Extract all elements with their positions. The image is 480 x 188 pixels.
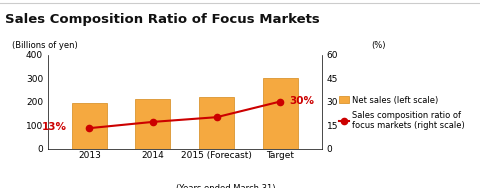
Bar — [72, 103, 107, 149]
Bar — [199, 97, 234, 149]
Bar — [135, 99, 170, 149]
Text: (Years ended March 31): (Years ended March 31) — [176, 184, 276, 188]
Text: (%): (%) — [371, 41, 385, 50]
Text: Sales Composition Ratio of Focus Markets: Sales Composition Ratio of Focus Markets — [5, 13, 320, 26]
Bar — [263, 78, 298, 149]
Legend: Net sales (left scale), Sales composition ratio of
focus markets (right scale): Net sales (left scale), Sales compositio… — [336, 92, 468, 133]
Text: 30%: 30% — [290, 96, 315, 106]
Text: (Billions of yen): (Billions of yen) — [12, 41, 78, 50]
Text: 13%: 13% — [42, 122, 67, 132]
